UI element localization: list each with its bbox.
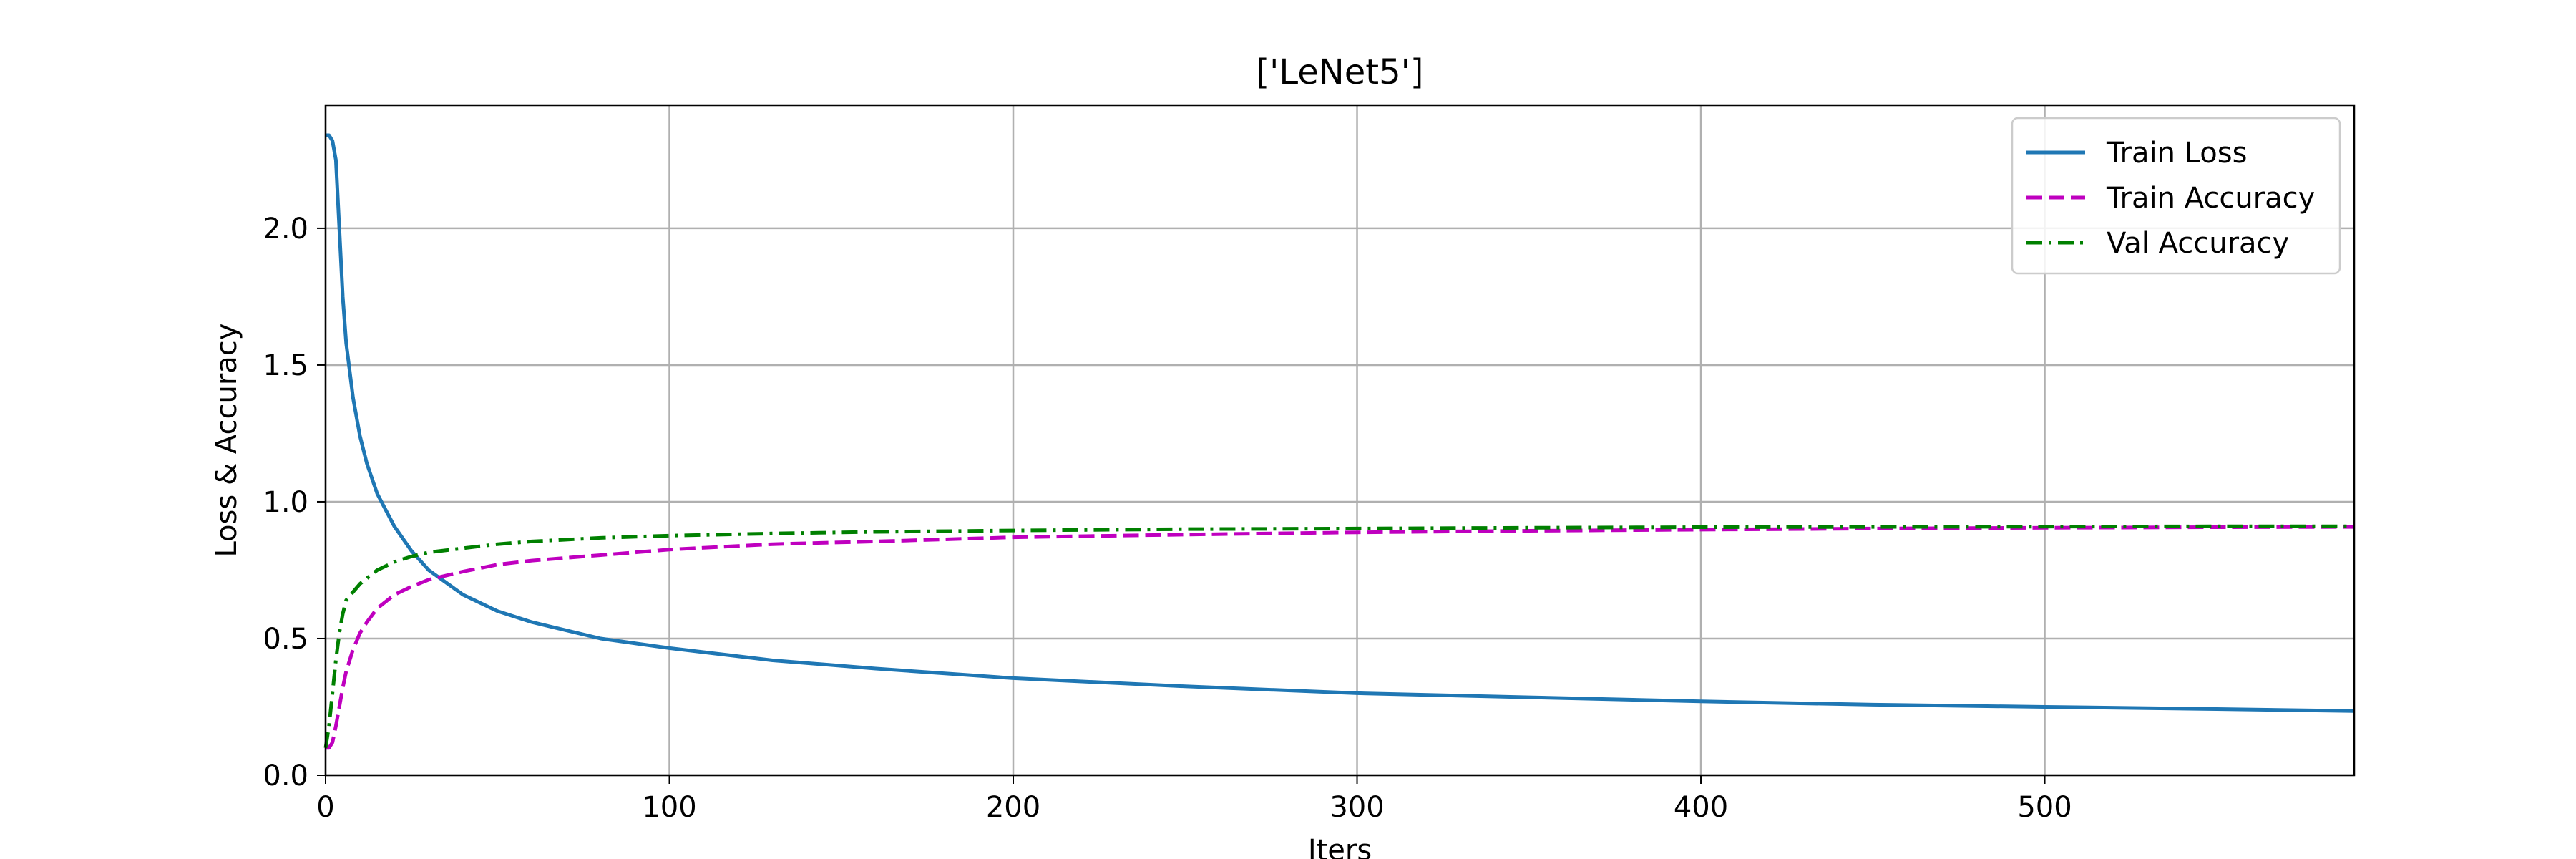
x-tick-label: 400	[1674, 791, 1728, 824]
x-axis-ticks: 0 100 200 300 400 500	[316, 775, 2072, 824]
legend-label-2: Val Accuracy	[2107, 227, 2289, 260]
plot-lines	[323, 133, 2355, 750]
y-tick-label: 1.5	[263, 349, 308, 382]
series-line-2	[323, 524, 2354, 749]
chart-title: ['LeNet5']	[1256, 52, 1423, 92]
series-line-1	[326, 525, 2355, 750]
legend-label-1: Train Accuracy	[2106, 182, 2315, 215]
y-axis-ticks: 0.0 0.5 1.0 1.5 2.0	[263, 213, 326, 792]
y-tick-label: 2.0	[263, 213, 308, 246]
x-tick-label: 100	[642, 791, 696, 824]
legend-box	[2011, 117, 2341, 275]
x-tick-label: 200	[986, 791, 1040, 824]
y-axis-label: Loss & Accuracy	[210, 324, 243, 558]
x-tick-label: 500	[2017, 791, 2072, 824]
y-tick-label: 0.5	[263, 623, 308, 656]
axes-frame	[324, 104, 2356, 777]
x-axis-label: Iters	[1308, 834, 1372, 859]
legend: Train Loss Train Accuracy Val Accuracy	[2011, 117, 2341, 275]
legend-label-0: Train Loss	[2106, 137, 2247, 170]
y-tick-label: 1.0	[263, 486, 308, 519]
y-tick-label: 0.0	[263, 759, 308, 792]
x-tick-label: 0	[316, 791, 334, 824]
x-tick-label: 300	[1330, 791, 1384, 824]
series-line-0	[326, 133, 2355, 713]
